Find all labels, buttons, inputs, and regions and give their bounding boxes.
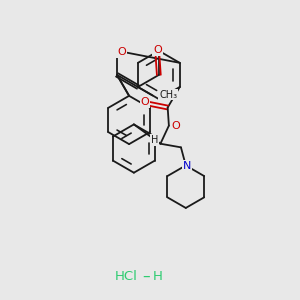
Text: O: O bbox=[153, 45, 162, 55]
Text: H: H bbox=[151, 135, 158, 145]
Text: CH₃: CH₃ bbox=[159, 90, 177, 100]
Text: N: N bbox=[182, 161, 191, 171]
Text: H: H bbox=[152, 270, 162, 283]
Text: HCl: HCl bbox=[115, 270, 138, 283]
Text: O: O bbox=[141, 98, 149, 107]
Text: O: O bbox=[117, 47, 126, 57]
Text: –: – bbox=[142, 269, 149, 284]
Text: O: O bbox=[171, 121, 180, 130]
